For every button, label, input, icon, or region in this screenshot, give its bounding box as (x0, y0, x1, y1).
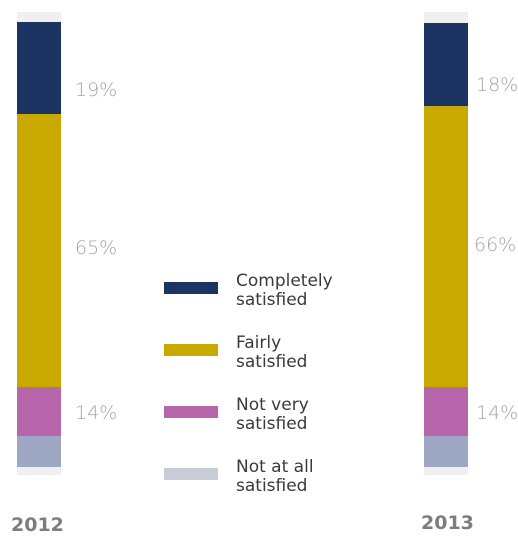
category-label-2012: 2012 (11, 514, 64, 536)
legend-swatch-not-at-all-satisfied (164, 468, 218, 480)
bar-2013-completely-satisfied (424, 23, 468, 106)
legend-swatch-fairly-satisfied (164, 344, 218, 356)
data-label-2013-completely-satisfied: 18% (476, 74, 518, 96)
bar-2012-not-very-satisfied (17, 387, 61, 436)
legend-label-not-at-all-satisfied: Not at all satisfied (236, 458, 376, 496)
legend-label-line: Completely (236, 271, 333, 291)
category-label-2013: 2013 (421, 512, 474, 534)
column-track-2013 (424, 12, 468, 475)
legend-label-line: satisfied (236, 290, 308, 310)
bar-2013-not-very-satisfied (424, 387, 468, 436)
bar-2012-completely-satisfied (17, 22, 61, 114)
legend-label-fairly-satisfied: Fairly satisfied (236, 334, 376, 372)
legend-label-line: satisfied (236, 352, 308, 372)
legend-swatch-not-very-satisfied (164, 406, 218, 418)
bar-2013-fairly-satisfied (424, 106, 468, 387)
legend-label-completely-satisfied: Completely satisfied (236, 272, 376, 310)
legend-label-line: satisfied (236, 476, 308, 496)
legend-label-line: satisfied (236, 414, 308, 434)
bar-2012-fairly-satisfied (17, 114, 61, 387)
legend-swatch-completely-satisfied (164, 282, 218, 294)
data-label-2012-fairly-satisfied: 65% (75, 237, 118, 259)
legend-label-not-very-satisfied: Not very satisfied (236, 396, 376, 434)
data-label-2013-fairly-satisfied: 66% (474, 234, 517, 256)
data-label-2012-completely-satisfied: 19% (75, 79, 118, 101)
legend-label-line: Not at all (236, 457, 314, 477)
bar-2013-not-at-all-satisfied (424, 436, 468, 467)
column-track-2012 (17, 12, 61, 475)
bar-2012-not-at-all-satisfied (17, 436, 61, 467)
legend-label-line: Fairly (236, 333, 282, 353)
data-label-2013-not-very-satisfied: 14% (476, 402, 518, 424)
data-label-2012-not-very-satisfied: 14% (75, 402, 118, 424)
legend-label-line: Not very (236, 395, 309, 415)
